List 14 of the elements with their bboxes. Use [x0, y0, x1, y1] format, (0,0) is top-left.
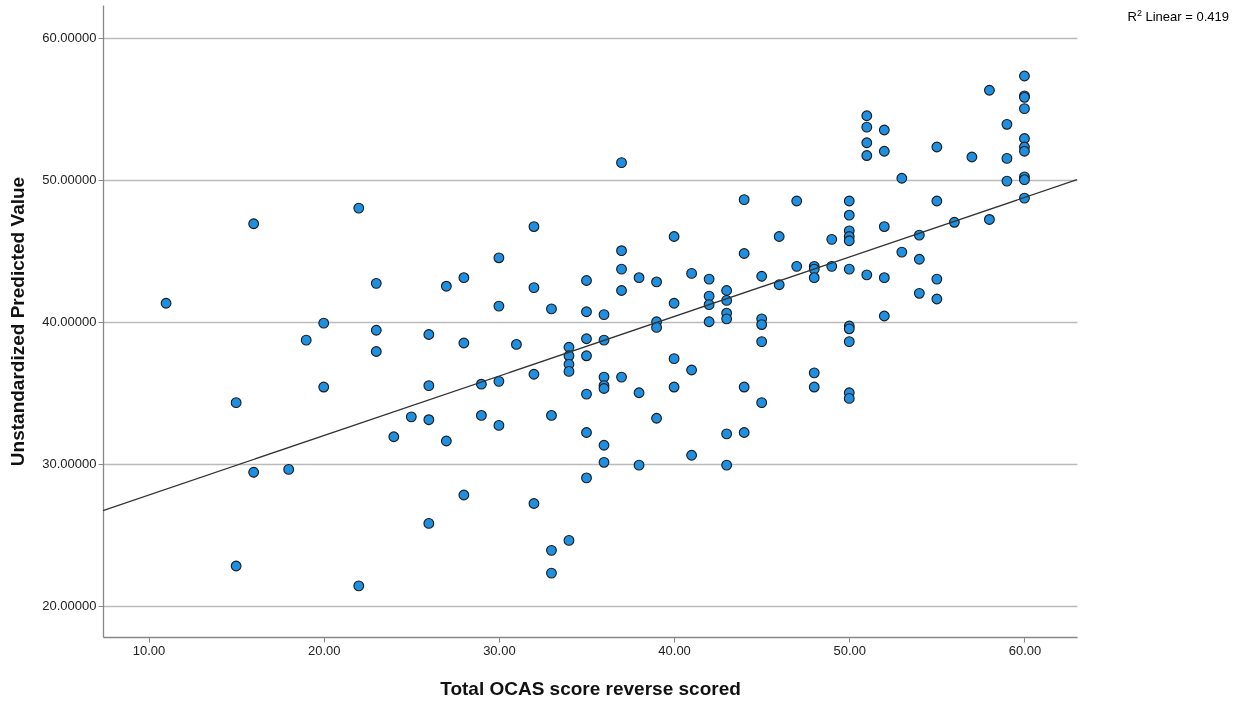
x-tick-label: 10.00 — [132, 642, 166, 658]
x-tick-label: 60.00 — [1008, 642, 1042, 658]
y-tick-label: 20.00000 — [42, 598, 97, 614]
x-tick-label: 20.00 — [307, 642, 341, 658]
y-tick-label: 30.00000 — [42, 456, 97, 472]
x-tick-label: 50.00 — [833, 642, 867, 658]
y-tick-label: 60.00000 — [42, 30, 97, 46]
x-tick-label: 40.00 — [658, 642, 691, 658]
y-tick-label: 40.00000 — [42, 314, 97, 330]
x-tick-label: 30.00 — [483, 642, 516, 658]
text: R$^{2}$ Linear = 0.419 — [1127, 8, 1229, 25]
x-axis-title: Total OCAS score reverse scored — [440, 677, 741, 699]
y-tick-label: 50.00000 — [42, 172, 97, 188]
y-axis-title: Unstandardized Predicted Value — [7, 176, 29, 467]
